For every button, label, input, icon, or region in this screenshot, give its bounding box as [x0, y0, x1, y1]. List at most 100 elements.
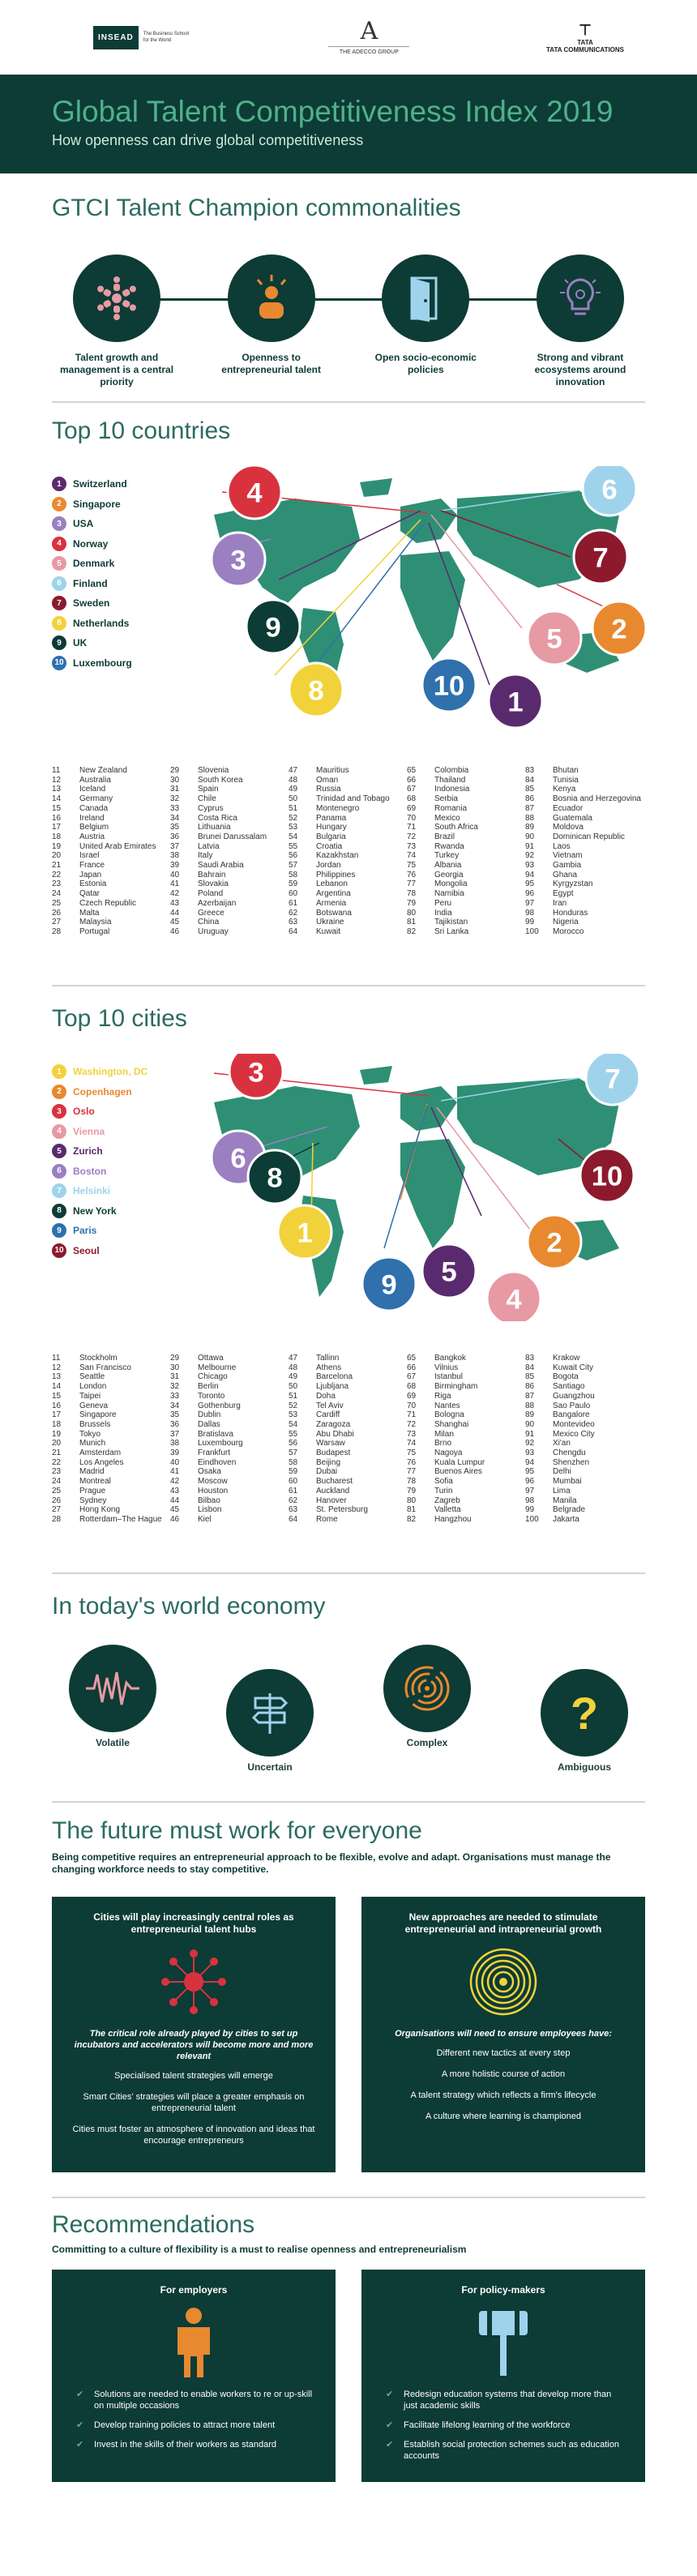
ranking-row: 37 Latvia: [170, 842, 289, 852]
rank-number: 90: [525, 1419, 535, 1429]
rank-number: 54: [289, 832, 298, 841]
champion-ecosystems: Strong and vibrant ecosystems around inn…: [515, 255, 645, 388]
rank-number: 30: [170, 775, 180, 785]
network-hub-icon: [161, 1949, 226, 2014]
svg-text:4: 4: [246, 478, 263, 509]
rank-number: 48: [289, 1363, 298, 1372]
ranking-row: 64 Rome: [289, 1515, 407, 1525]
ranking-row: 89 Bangalore: [525, 1410, 644, 1420]
rank-name: Taipei: [79, 1391, 101, 1401]
rank-name: Montevideo: [553, 1419, 595, 1429]
map-rank-bubble: 3: [228, 1054, 284, 1100]
tata-icon: ⊤: [579, 21, 592, 38]
rank-name: South Korea: [198, 775, 243, 785]
legend-item: 10 Luxembourg: [52, 653, 132, 674]
ranking-row: 71 Bologna: [407, 1410, 525, 1420]
growth-approaches-panel: New approaches are needed to stimulate e…: [361, 1897, 645, 2172]
rank-badge: 1: [52, 477, 66, 492]
cities-section: Top 10 cities 1 Washington, DC 2 Copenhagen…: [52, 1005, 645, 1573]
ranking-row: 20 Munich: [52, 1439, 170, 1448]
ranking-row: 15 Taipei: [52, 1392, 170, 1401]
ranking-row: 73 Rwanda: [407, 842, 525, 852]
rank-name: Spain: [198, 785, 219, 794]
rank-name: Sydney: [79, 1496, 107, 1505]
maze-icon: [383, 1645, 471, 1732]
ranking-row: 93 Chengdu: [525, 1448, 644, 1458]
ranking-row: 75 Albania: [407, 861, 525, 871]
map-rank-bubble: 5: [526, 610, 583, 666]
legend-item: 9 Paris: [52, 1221, 148, 1241]
rank-number: 48: [289, 775, 298, 785]
legend-label: Finland: [73, 577, 108, 589]
rank-name: Tunisia: [553, 775, 579, 785]
ranking-row: 30 Melbourne: [170, 1363, 289, 1373]
ranking-row: 97 Iran: [525, 899, 644, 909]
ranking-row: 44 Bilbao: [170, 1496, 289, 1506]
rank-name: Eindhoven: [198, 1457, 237, 1467]
rank-number: 82: [407, 1514, 417, 1524]
map-rank-bubble: 8: [246, 1149, 303, 1205]
legend-label: Boston: [73, 1165, 107, 1177]
svg-text:4: 4: [506, 1285, 522, 1316]
rank-number: 52: [289, 1401, 298, 1410]
rank-name: Birmingham: [434, 1382, 478, 1392]
ranking-row: 30 South Korea: [170, 776, 289, 785]
rank-number: 45: [170, 918, 180, 927]
map-rank-bubble: 10: [579, 1147, 635, 1204]
rank-number: 20: [52, 851, 62, 861]
svg-text:1: 1: [507, 687, 523, 718]
rank-number: 69: [407, 803, 417, 813]
rank-name: Bucharest: [316, 1477, 353, 1487]
rank-name: Namibia: [434, 889, 464, 899]
idea-person-icon: [227, 255, 315, 342]
gavel-icon: [479, 2311, 528, 2376]
rank-name: Delhi: [553, 1467, 571, 1477]
rank-name: France: [79, 861, 105, 871]
hero-banner: Global Talent Competitiveness Index 2019…: [0, 75, 697, 173]
ranking-row: 11 Stockholm: [52, 1354, 170, 1363]
rank-name: Auckland: [316, 1486, 350, 1496]
rank-number: 21: [52, 861, 62, 871]
rank-name: Canada: [79, 803, 109, 813]
ranking-column: 47 Mauritius 48 Oman 49 Russia 50 Trinidad and …: [289, 766, 407, 937]
rank-name: Mexico: [434, 813, 460, 823]
rank-name: Jakarta: [553, 1514, 579, 1524]
ranking-row: 63 St. Petersburg: [289, 1505, 407, 1515]
rank-badge: 2: [52, 496, 66, 511]
ranking-row: 100 Jakarta: [525, 1515, 644, 1525]
rank-number: 80: [407, 908, 417, 918]
rank-name: Hungary: [316, 823, 347, 832]
rank-number: 62: [289, 908, 298, 918]
ranking-row: 19 Tokyo: [52, 1430, 170, 1440]
svg-text:5: 5: [441, 1257, 456, 1288]
rank-name: Bratislava: [198, 1429, 233, 1439]
ranking-column: 83 Krakow 84 Kuwait City 85 Bogota 86 Santiago 8…: [525, 1354, 644, 1525]
legend-label: Sweden: [73, 597, 110, 610]
rank-name: Czech Republic: [79, 898, 137, 908]
ranking-row: 21 France: [52, 861, 170, 871]
rank-number: 47: [289, 1354, 298, 1363]
rank-name: Zaragoza: [316, 1419, 351, 1429]
svg-text:5: 5: [546, 624, 562, 655]
ranking-row: 79 Peru: [407, 899, 525, 909]
legend-label: Switzerland: [73, 478, 127, 490]
legend-label: Zurich: [73, 1145, 103, 1157]
ranking-row: 57 Budapest: [289, 1448, 407, 1458]
page-title: Global Talent Competitiveness Index 2019: [52, 95, 614, 128]
rank-number: 44: [170, 908, 180, 918]
rank-name: Bogota: [553, 1372, 579, 1382]
ranking-row: 22 Los Angeles: [52, 1458, 170, 1468]
rank-name: Austria: [79, 832, 105, 841]
ranking-row: 23 Estonia: [52, 879, 170, 889]
rank-number: 81: [407, 1505, 417, 1515]
rank-name: South Africa: [434, 823, 478, 832]
ranking-row: 28 Rotterdam–The Hague: [52, 1515, 170, 1525]
ranking-row: 92 Xi'an: [525, 1439, 644, 1448]
rank-name: Sao Paulo: [553, 1401, 591, 1410]
rank-name: Poland: [198, 889, 224, 899]
legend-item: 4 Norway: [52, 534, 132, 554]
rank-number: 36: [170, 1419, 180, 1429]
economy-title: In today's world economy: [52, 1593, 326, 1620]
economy-volatile: Volatile: [52, 1645, 173, 1773]
rank-number: 17: [52, 1410, 62, 1420]
